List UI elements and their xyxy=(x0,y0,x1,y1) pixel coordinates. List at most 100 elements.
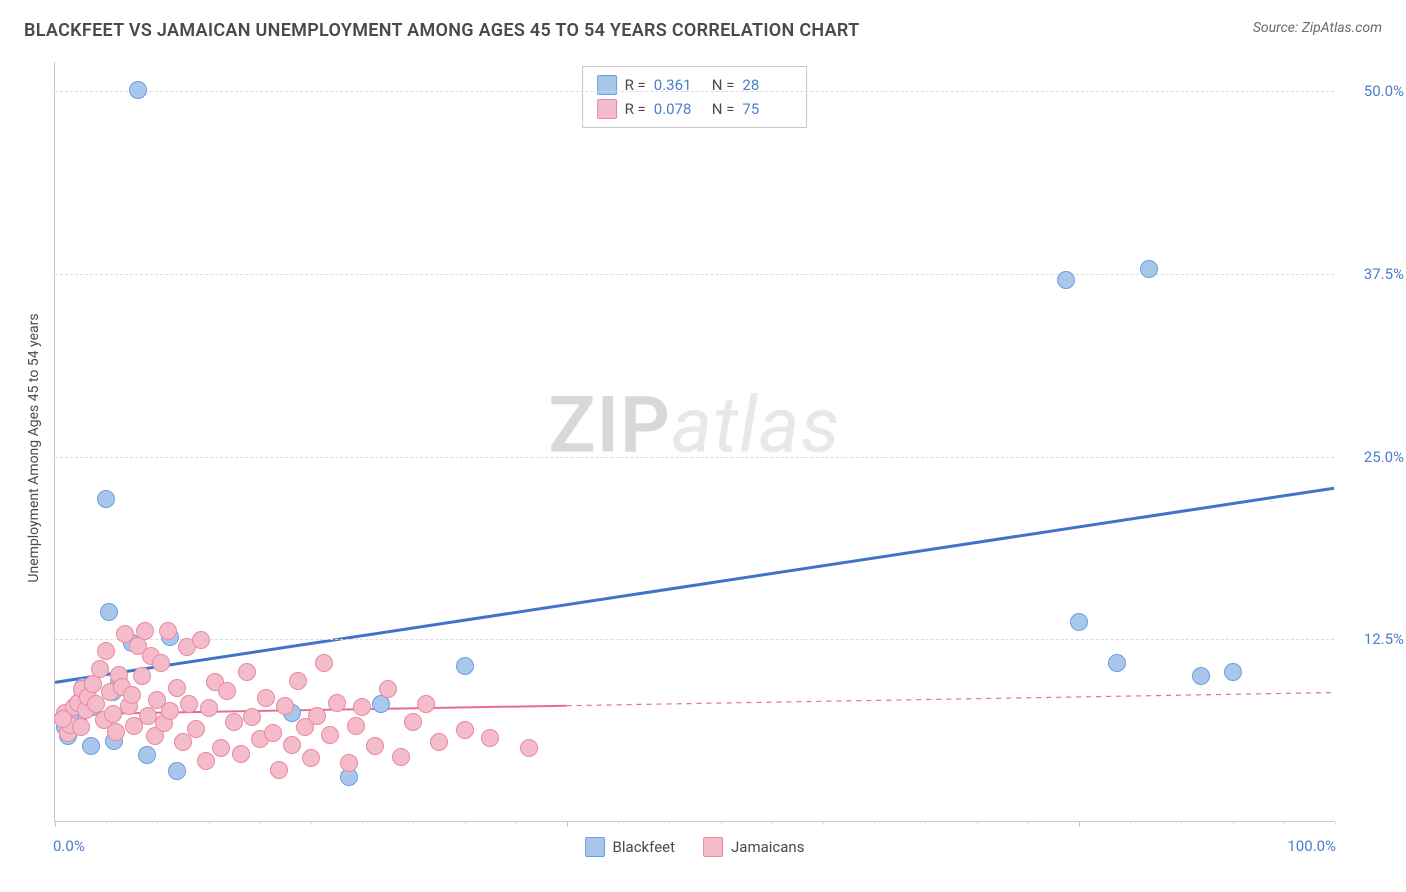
legend-item-blackfeet: Blackfeet xyxy=(585,837,675,857)
stat-n-label: N = xyxy=(712,100,735,118)
jamaicans-legend-swatch xyxy=(703,837,723,857)
blackfeet-marker xyxy=(1140,260,1158,278)
jamaicans-marker xyxy=(161,702,179,720)
x-minor-tick xyxy=(465,821,466,825)
jamaicans-marker xyxy=(283,736,301,754)
blackfeet-marker xyxy=(1224,663,1242,681)
jamaicans-marker xyxy=(392,748,410,766)
x-minor-tick xyxy=(721,821,722,825)
jamaicans-swatch xyxy=(597,99,617,119)
x-minor-tick xyxy=(362,821,363,825)
jamaicans-marker xyxy=(72,718,90,736)
gridline xyxy=(55,457,1334,458)
jamaicans-marker xyxy=(152,654,170,672)
blackfeet-legend-swatch xyxy=(585,837,605,857)
jamaicans-marker xyxy=(264,724,282,742)
x-major-tick xyxy=(567,821,568,827)
source-attribution: Source: ZipAtlas.com xyxy=(1253,20,1382,36)
blackfeet-marker xyxy=(82,737,100,755)
jamaicans-marker xyxy=(321,726,339,744)
blackfeet-marker xyxy=(456,657,474,675)
jamaicans-marker xyxy=(97,642,115,660)
y-axis-label: Unemployment Among Ages 45 to 54 years xyxy=(26,313,42,582)
blackfeet-marker xyxy=(1070,613,1088,631)
x-minor-tick xyxy=(1233,821,1234,825)
x-axis-max-label: 100.0% xyxy=(1287,837,1336,855)
watermark: ZIPatlas xyxy=(548,381,840,472)
blackfeet-marker xyxy=(1192,667,1210,685)
jamaicans-marker xyxy=(308,707,326,725)
jamaicans-marker xyxy=(232,745,250,763)
y-tick-label: 12.5% xyxy=(1364,630,1404,648)
watermark-zip: ZIP xyxy=(548,381,671,472)
jamaicans-marker xyxy=(289,672,307,690)
blackfeet-marker xyxy=(138,746,156,764)
x-minor-tick xyxy=(106,821,107,825)
jamaicans-marker xyxy=(270,761,288,779)
jamaicans-marker xyxy=(218,682,236,700)
y-tick-label: 25.0% xyxy=(1364,448,1404,466)
x-minor-tick xyxy=(516,821,517,825)
x-minor-tick xyxy=(823,821,824,825)
jamaicans-marker xyxy=(91,660,109,678)
x-minor-tick xyxy=(1284,821,1285,825)
watermark-atlas: atlas xyxy=(671,381,841,472)
legend-item-jamaicans: Jamaicans xyxy=(703,837,804,857)
blackfeet-legend-label: Blackfeet xyxy=(613,838,675,856)
jamaicans-marker xyxy=(104,705,122,723)
x-minor-tick xyxy=(413,821,414,825)
blackfeet-trend xyxy=(55,488,1334,682)
x-major-tick xyxy=(55,821,56,827)
jamaicans-marker xyxy=(238,663,256,681)
y-tick-label: 37.5% xyxy=(1364,265,1404,283)
stat-r-label: R = xyxy=(625,100,646,118)
jamaicans-marker xyxy=(520,739,538,757)
jamaicans-marker xyxy=(187,720,205,738)
blackfeet-marker xyxy=(129,81,147,99)
gridline xyxy=(55,91,1334,92)
jamaicans-marker xyxy=(225,713,243,731)
bottom-legend: Blackfeet Jamaicans xyxy=(585,837,805,857)
chart-title: BLACKFEET VS JAMAICAN UNEMPLOYMENT AMONG… xyxy=(24,20,859,41)
stat-n-value: 75 xyxy=(742,100,792,118)
x-minor-tick xyxy=(669,821,670,825)
stat-legend-box: R =0.361N =28 R = 0.078 N = 75 xyxy=(582,66,808,128)
x-minor-tick xyxy=(874,821,875,825)
jamaicans-marker xyxy=(430,733,448,751)
stat-row-jamaicans: R = 0.078 N = 75 xyxy=(597,97,793,121)
jamaicans-marker xyxy=(123,686,141,704)
stat-r-value: 0.078 xyxy=(654,100,704,118)
x-minor-tick xyxy=(772,821,773,825)
x-minor-tick xyxy=(260,821,261,825)
gridline xyxy=(55,639,1334,640)
jamaicans-marker xyxy=(257,689,275,707)
jamaicans-marker xyxy=(404,713,422,731)
blackfeet-marker xyxy=(97,490,115,508)
jamaicans-marker xyxy=(133,667,151,685)
blackfeet-marker xyxy=(168,762,186,780)
plot-region: ZIPatlas R =0.361N =28R =0.078N =75 0.0%… xyxy=(54,62,1334,822)
jamaicans-marker xyxy=(136,622,154,640)
chart-area: ZIPatlas R =0.361N =28R =0.078N =75 0.0%… xyxy=(54,62,1334,822)
x-minor-tick xyxy=(311,821,312,825)
jamaicans-marker xyxy=(328,694,346,712)
trend-lines-svg xyxy=(55,62,1334,821)
x-major-tick xyxy=(1079,821,1080,827)
jamaicans-marker xyxy=(379,680,397,698)
stat-row-blackfeet: R =0.361N =28 xyxy=(597,73,793,97)
blackfeet-marker xyxy=(100,603,118,621)
jamaicans-marker xyxy=(417,695,435,713)
blackfeet-marker xyxy=(1057,271,1075,289)
jamaicans-marker xyxy=(212,739,230,757)
x-minor-tick xyxy=(157,821,158,825)
jamaicans-marker xyxy=(168,679,186,697)
jamaicans-marker xyxy=(107,723,125,741)
jamaicans-marker xyxy=(456,721,474,739)
blackfeet-marker xyxy=(1108,654,1126,672)
x-minor-tick xyxy=(209,821,210,825)
jamaicans-marker xyxy=(347,717,365,735)
jamaicans-marker xyxy=(302,749,320,767)
jamaicans-marker xyxy=(481,729,499,747)
jamaicans-marker xyxy=(192,631,210,649)
jamaicans-trend-dashed xyxy=(567,693,1334,706)
